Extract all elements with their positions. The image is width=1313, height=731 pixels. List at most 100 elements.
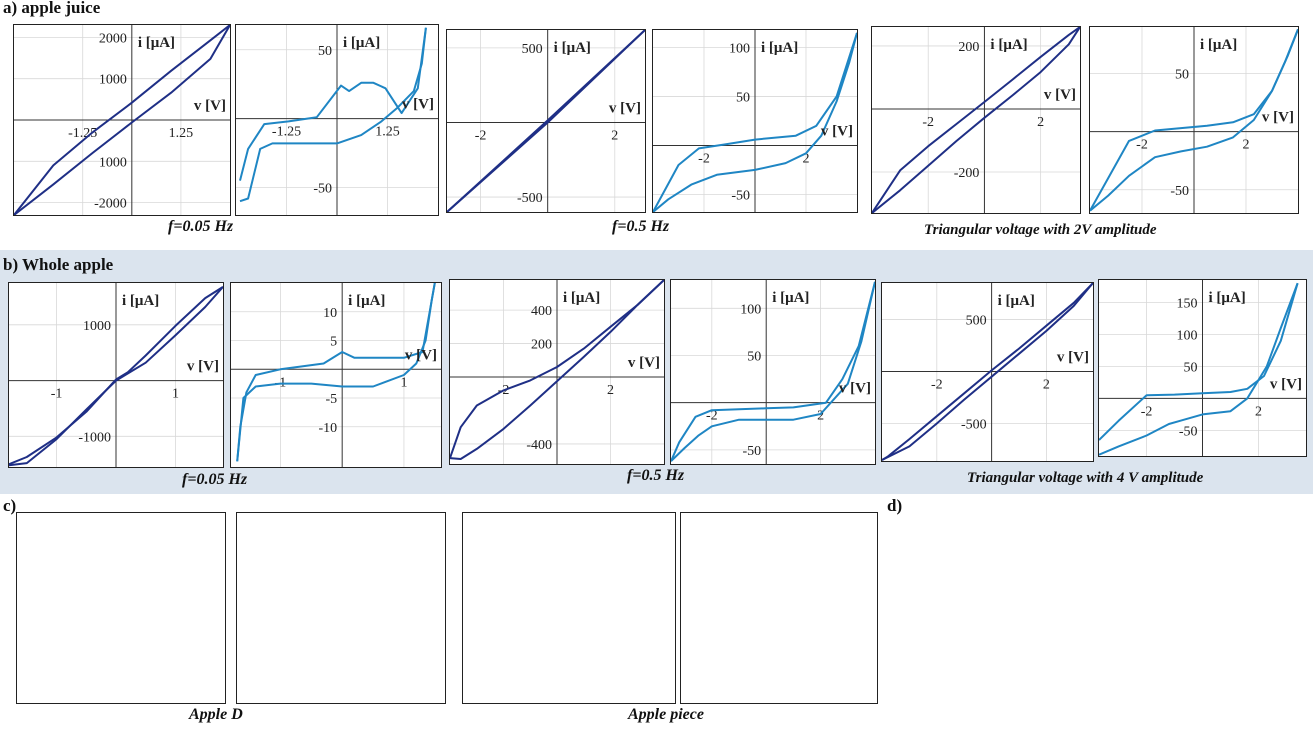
section-b-label: b) Whole apple — [3, 255, 114, 274]
y-axis-label: i [μA] — [122, 293, 159, 309]
y-tick-label: 1000 — [99, 73, 127, 88]
x-axis-label: v [V] — [405, 347, 437, 363]
section-d-label: d) — [887, 496, 903, 515]
section-c-label: c) — [3, 496, 17, 515]
x-tick-label: -2 — [706, 409, 718, 424]
y-tick-label: 1000 — [99, 155, 127, 170]
series-line-1 — [882, 283, 1093, 461]
series-line-1 — [653, 32, 857, 212]
x-axis-label: v [V] — [628, 355, 660, 371]
chart-d-apple-piece-zoom — [680, 512, 878, 704]
caption-a-05hz: f=0.5 Hz — [612, 218, 670, 235]
chart-a-triangular-zoom: -2 2 50 -50 i [μA] v [V] — [1089, 26, 1299, 214]
plot-svg: -1.25 1.25 50 -50 i [μA] v [V] — [236, 25, 438, 215]
plot-svg: -2 2 500 -500 i [μA] v [V] — [447, 30, 645, 212]
y-tick-label: 50 — [1184, 360, 1198, 375]
series-line-2 — [450, 280, 664, 459]
y-tick-label: -50 — [1179, 424, 1198, 439]
series-line-2 — [447, 30, 645, 212]
y-axis-label: i [μA] — [990, 37, 1027, 53]
y-axis-label: i [μA] — [772, 290, 809, 306]
y-tick-label: 5 — [330, 335, 337, 350]
section-a-label: a) apple juice — [3, 0, 101, 17]
y-tick-label: 100 — [1177, 328, 1198, 343]
y-tick-label: -50 — [313, 181, 332, 196]
y-tick-label: 50 — [318, 44, 332, 59]
y-tick-label: -1000 — [78, 430, 111, 445]
x-tick-label: 2 — [803, 151, 810, 166]
series-line-1 — [671, 281, 875, 462]
y-tick-label: 150 — [1177, 296, 1198, 311]
x-tick-label: -1.25 — [272, 125, 301, 140]
plot-svg: -2 2 100 50 -50 i [μA] v [V] — [671, 280, 875, 464]
series-line-2 — [9, 286, 223, 466]
series-line-2 — [1090, 28, 1298, 212]
y-axis-label: i [μA] — [554, 40, 591, 56]
x-tick-label: 1.25 — [375, 125, 400, 140]
plot-svg: -2 2 200 -200 i [μA] v [V] — [872, 27, 1080, 213]
x-tick-label: -2 — [931, 377, 943, 392]
plot-svg: -2 2 100 50 -50 i [μA] v [V] — [653, 30, 857, 212]
plot-svg: -2 2 500 -500 i [μA] v [V] — [882, 283, 1093, 461]
x-tick-label: -1.25 — [68, 126, 97, 141]
y-axis-label: i [μA] — [1200, 37, 1237, 53]
plot-svg: -2 2 150 100 50 -50 i [μA] v [V] — [1099, 280, 1306, 456]
series-line-1 — [239, 27, 427, 203]
x-tick-label: 2 — [1255, 404, 1262, 419]
caption-b-05hz: f=0.5 Hz — [627, 467, 685, 484]
y-tick-label: 50 — [1175, 68, 1189, 83]
y-tick-label: 100 — [740, 302, 761, 317]
x-tick-label: -2 — [1141, 404, 1153, 419]
y-tick-label: 500 — [966, 313, 987, 328]
y-tick-label: 200 — [958, 40, 979, 55]
series-line-2 — [239, 27, 427, 181]
x-axis-label: v [V] — [821, 123, 853, 139]
y-tick-label: -500 — [961, 418, 987, 433]
y-tick-label: -400 — [526, 438, 552, 453]
y-axis-label: i [μA] — [1209, 290, 1246, 306]
x-axis-label: v [V] — [1270, 376, 1302, 392]
chart-b-triangular-zoom: -2 2 150 100 50 -50 i [μA] v [V] — [1098, 279, 1307, 457]
y-tick-label: 200 — [531, 338, 552, 353]
chart-a-005hz-zoom: -1.25 1.25 50 -50 i [μA] v [V] — [235, 24, 439, 216]
y-tick-label: 400 — [531, 304, 552, 319]
chart-b-005hz-linear: -1 1 1000 -1000 i [μA] v [V] — [8, 282, 224, 468]
y-tick-label: 50 — [747, 349, 761, 364]
series-line-2 — [653, 32, 857, 212]
series-line-2 — [1099, 282, 1299, 441]
caption-d-apple-piece: Apple piece — [628, 706, 704, 723]
x-tick-label: 2 — [1037, 115, 1044, 130]
plot-svg: -2 2 50 -50 i [μA] v [V] — [1090, 27, 1298, 213]
y-axis-label: i [μA] — [138, 35, 175, 51]
chart-c-apple-d-zoom — [236, 512, 446, 704]
x-axis-label: v [V] — [194, 98, 226, 114]
x-tick-label: 2 — [1043, 377, 1050, 392]
x-tick-label: -2 — [475, 128, 487, 143]
x-axis-label: v [V] — [839, 381, 871, 397]
x-tick-label: -2 — [698, 151, 710, 166]
caption-a-triangular: Triangular voltage with 2V amplitude — [924, 222, 1157, 238]
y-tick-label: -500 — [517, 191, 543, 206]
series-line-2 — [882, 283, 1093, 461]
x-tick-label: 1 — [172, 387, 179, 402]
chart-a-triangular-linear: -2 2 200 -200 i [μA] v [V] — [871, 26, 1081, 214]
y-tick-label: -50 — [743, 444, 762, 459]
caption-b-triangular: Triangular voltage with 4 V amplitude — [967, 470, 1204, 486]
y-axis-label: i [μA] — [343, 35, 380, 51]
series-line-1 — [872, 27, 1080, 213]
chart-b-05hz-linear: -2 2 400 200 -400 i [μA] v [V] — [449, 279, 665, 465]
plot-svg: -1 1 1000 -1000 i [μA] v [V] — [9, 283, 223, 467]
x-axis-label: v [V] — [1262, 110, 1294, 126]
y-axis-label: i [μA] — [761, 40, 798, 56]
plot-svg: -1.25 1.25 2000 1000 1000 -2000 i [μA] v [V] — [14, 25, 230, 215]
x-tick-label: -1 — [51, 387, 63, 402]
x-tick-label: 2 — [611, 128, 618, 143]
x-tick-label: 1 — [400, 375, 407, 390]
x-axis-label: v [V] — [1057, 349, 1089, 365]
y-tick-label: -50 — [731, 188, 750, 203]
chart-b-05hz-zoom: -2 2 100 50 -50 i [μA] v [V] — [670, 279, 876, 465]
chart-c-apple-d-linear — [16, 512, 226, 704]
chart-a-005hz-linear: -1.25 1.25 2000 1000 1000 -2000 i [μA] v [V] — [13, 24, 231, 216]
